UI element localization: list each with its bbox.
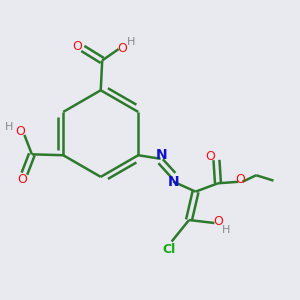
Text: O: O [213, 215, 223, 228]
Text: H: H [222, 226, 230, 236]
Text: Cl: Cl [162, 243, 175, 256]
Text: O: O [16, 125, 26, 138]
Text: O: O [73, 40, 82, 53]
Text: O: O [235, 173, 245, 186]
Text: N: N [156, 148, 168, 162]
Text: O: O [17, 173, 27, 186]
Text: O: O [205, 150, 215, 163]
Text: O: O [117, 42, 127, 55]
Text: H: H [5, 122, 13, 132]
Text: N: N [168, 175, 180, 188]
Text: H: H [127, 37, 135, 46]
